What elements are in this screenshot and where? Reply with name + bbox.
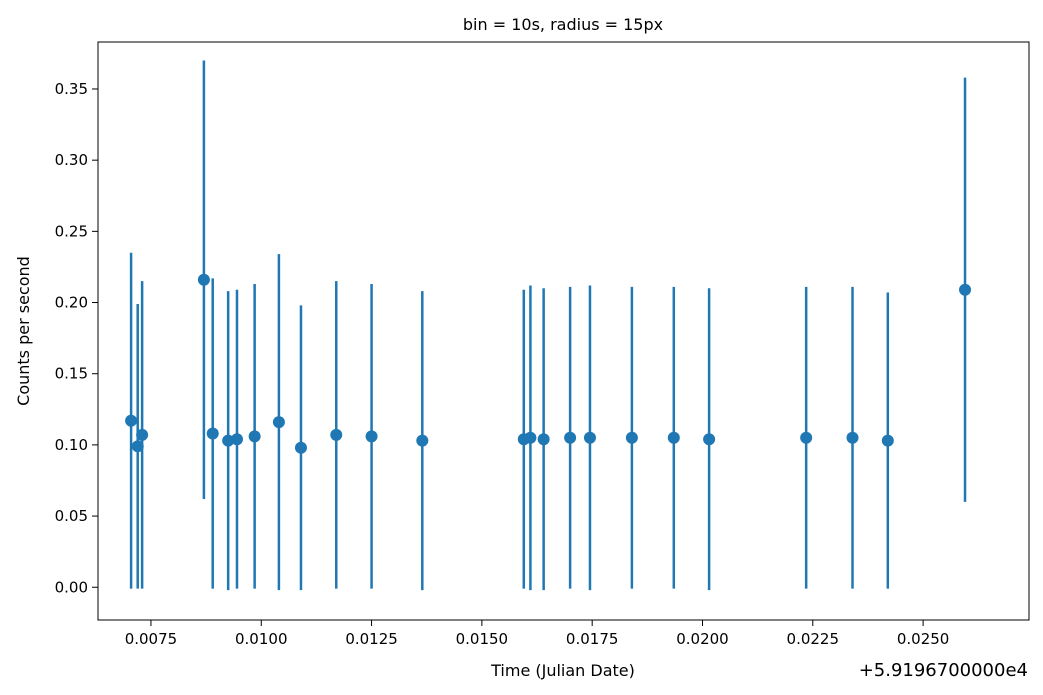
x-tick-label: 0.0125 <box>345 630 398 648</box>
x-tick-label: 0.0075 <box>125 630 178 648</box>
data-point <box>272 416 285 429</box>
y-tick-label: 0.00 <box>55 578 88 596</box>
y-axis: 0.00 0.05 0.10 0.15 0.20 0.25 0.30 0.35 <box>55 80 98 596</box>
y-axis-label: Counts per second <box>14 256 33 406</box>
data-point <box>667 431 680 444</box>
x-axis-label: Time (Julian Date) <box>490 661 635 680</box>
y-tick-label: 0.30 <box>55 151 88 169</box>
data-point <box>537 433 550 446</box>
x-tick-label: 0.0200 <box>676 630 729 648</box>
data-layer <box>125 60 972 591</box>
data-point <box>524 431 537 444</box>
data-point <box>416 434 429 447</box>
data-point <box>330 428 343 441</box>
data-point <box>846 431 859 444</box>
x-tick-label: 0.0100 <box>235 630 288 648</box>
x-tick-label: 0.0225 <box>787 630 840 648</box>
data-point <box>230 433 243 446</box>
data-point <box>206 427 219 440</box>
data-point <box>248 430 261 443</box>
data-point <box>222 434 235 447</box>
y-tick-label: 0.15 <box>55 365 88 383</box>
y-tick-label: 0.05 <box>55 507 88 525</box>
data-point <box>959 283 972 296</box>
chart-title: bin = 10s, radius = 15px <box>463 15 663 34</box>
data-point <box>703 433 716 446</box>
data-point <box>564 431 577 444</box>
data-point <box>365 430 378 443</box>
x-axis: 0.0075 0.0100 0.0125 0.0150 0.0175 0.0200 0.02… <box>125 620 950 648</box>
data-point <box>136 428 149 441</box>
x-tick-label: 0.0250 <box>897 630 950 648</box>
y-tick-label: 0.20 <box>55 294 88 312</box>
y-tick-label: 0.25 <box>55 222 88 240</box>
data-point <box>294 441 307 454</box>
plot-frame <box>97 41 1030 621</box>
data-point <box>800 431 813 444</box>
data-point <box>131 440 144 453</box>
data-point <box>125 414 138 427</box>
x-tick-label: 0.0175 <box>566 630 619 648</box>
data-point <box>881 434 894 447</box>
x-axis-offset-label: +5.9196700000e4 <box>859 660 1028 681</box>
x-tick-label: 0.0150 <box>456 630 509 648</box>
data-point <box>197 273 210 286</box>
data-point <box>583 431 596 444</box>
y-tick-label: 0.10 <box>55 436 88 454</box>
data-point <box>625 431 638 444</box>
y-tick-label: 0.35 <box>55 80 88 98</box>
